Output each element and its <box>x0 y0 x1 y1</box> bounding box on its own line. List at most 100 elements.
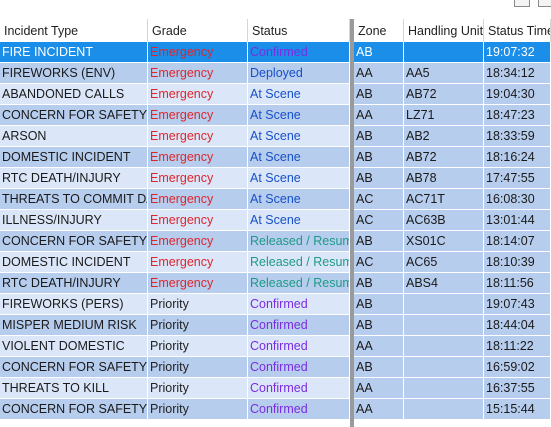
cell-incident-type: ABANDONED CALLS <box>0 84 148 105</box>
table-row[interactable]: FIREWORKS (ENV) Emergency Deployed AA AA5 18:… <box>0 63 551 84</box>
cell-status: At Scene <box>248 168 350 189</box>
table-row[interactable]: ABANDONED CALLS Emergency At Scene AB AB72 19… <box>0 84 551 105</box>
cell-handling-unit <box>404 42 484 63</box>
table-row[interactable]: RTC DEATH/INJURY Emergency Released / Resu… <box>0 273 551 294</box>
cell-status-time: 18:14:07 <box>484 231 551 252</box>
table-row[interactable]: CONCERN FOR SAFETY Priority Confirmed AB 16:… <box>0 357 551 378</box>
cell-status-time: 19:04:30 <box>484 84 551 105</box>
column-splitter[interactable] <box>350 19 354 427</box>
cell-status-time: 18:47:23 <box>484 105 551 126</box>
cell-zone: AA <box>354 336 404 357</box>
incident-grid: Incident Type Grade Status Zone Handling Uni… <box>0 19 551 427</box>
cell-handling-unit: AA5 <box>404 63 484 84</box>
cell-status-time: 18:33:59 <box>484 126 551 147</box>
cell-handling-unit <box>404 294 484 315</box>
cell-zone: AB <box>354 315 404 336</box>
cell-incident-type: THREATS TO KILL <box>0 378 148 399</box>
cell-status-time: 17:47:55 <box>484 168 551 189</box>
cell-handling-unit: AB72 <box>404 147 484 168</box>
cell-grade: Emergency <box>148 126 248 147</box>
table-row[interactable]: CONCERN FOR SAFETY Priority Confirmed AA 15:… <box>0 399 551 420</box>
cell-grade: Priority <box>148 315 248 336</box>
cell-grade: Priority <box>148 294 248 315</box>
cell-zone: AA <box>354 63 404 84</box>
cell-zone: AC <box>354 189 404 210</box>
table-row[interactable]: FIRE INCIDENT Emergency Confirmed AB 19:07:3… <box>0 42 551 63</box>
table-row[interactable]: THREATS TO KILL Priority Confirmed AA 16:37:… <box>0 378 551 399</box>
cell-grade: Priority <box>148 357 248 378</box>
column-header-status[interactable]: Status <box>248 19 350 42</box>
window-control-button-2[interactable] <box>538 0 551 7</box>
cell-status-time: 18:11:22 <box>484 336 551 357</box>
cell-handling-unit: AC65 <box>404 252 484 273</box>
cell-handling-unit: ABS4 <box>404 273 484 294</box>
cell-grade: Emergency <box>148 273 248 294</box>
cell-zone: AB <box>354 294 404 315</box>
cell-status-time: 18:34:12 <box>484 63 551 84</box>
cell-status: Confirmed <box>248 357 350 378</box>
cell-incident-type: ILLNESS/INJURY <box>0 210 148 231</box>
column-header-grade[interactable]: Grade <box>148 19 248 42</box>
table-row[interactable]: THREATS TO COMMIT DAMEmergencyAt SceneAC… <box>0 189 551 210</box>
cell-handling-unit: AB2 <box>404 126 484 147</box>
table-row[interactable]: FIREWORKS (PERS) Priority Confirmed AB 19:07… <box>0 294 551 315</box>
cell-status: Confirmed <box>248 42 350 63</box>
cell-status: Confirmed <box>248 315 350 336</box>
cell-grade: Emergency <box>148 84 248 105</box>
cell-incident-type: MISPER MEDIUM RISK <box>0 315 148 336</box>
cell-status: At Scene <box>248 210 350 231</box>
cell-incident-type: RTC DEATH/INJURY <box>0 273 148 294</box>
cell-status-time: 13:01:44 <box>484 210 551 231</box>
column-header-incident-type[interactable]: Incident Type <box>0 19 148 42</box>
cell-status-time: 19:07:43 <box>484 294 551 315</box>
cell-status: At Scene <box>248 84 350 105</box>
table-row[interactable]: ARSON Emergency At Scene AB AB2 18:33:59 <box>0 126 551 147</box>
table-row[interactable]: CONCERN FOR SAFETY Emergency Released / Re… <box>0 231 551 252</box>
cell-grade: Priority <box>148 399 248 420</box>
table-row[interactable]: RTC DEATH/INJURY Emergency At Scene AB AB78 1… <box>0 168 551 189</box>
cell-incident-type: FIREWORKS (ENV) <box>0 63 148 84</box>
cell-status-time: 16:08:30 <box>484 189 551 210</box>
window-top-strip <box>0 0 551 10</box>
cell-status: Deployed <box>248 63 350 84</box>
cell-status: Confirmed <box>248 399 350 420</box>
table-row[interactable]: DOMESTIC INCIDENT Emergency At Scene AB AB72… <box>0 147 551 168</box>
table-row[interactable]: ILLNESS/INJURY Emergency At Scene AC AC63B 13… <box>0 210 551 231</box>
cell-grade: Emergency <box>148 168 248 189</box>
cell-grade: Emergency <box>148 252 248 273</box>
cell-status: At Scene <box>248 105 350 126</box>
cell-grade: Emergency <box>148 189 248 210</box>
cell-zone: AB <box>354 357 404 378</box>
table-row[interactable]: VIOLENT DOMESTIC Priority Confirmed AA 18:11… <box>0 336 551 357</box>
table-row[interactable]: CONCERN FOR SAFETY Emergency At Scene AA LZ7… <box>0 105 551 126</box>
cell-handling-unit <box>404 357 484 378</box>
cell-status-time: 18:10:39 <box>484 252 551 273</box>
cell-incident-type: ARSON <box>0 126 148 147</box>
cell-grade: Emergency <box>148 63 248 84</box>
cell-incident-type: VIOLENT DOMESTIC <box>0 336 148 357</box>
cell-incident-type: CONCERN FOR SAFETY <box>0 357 148 378</box>
window-control-button[interactable] <box>514 0 530 7</box>
cell-zone: AB <box>354 147 404 168</box>
cell-zone: AC <box>354 210 404 231</box>
column-header-zone[interactable]: Zone <box>354 19 404 42</box>
cell-handling-unit: AB78 <box>404 168 484 189</box>
grid-header: Incident Type Grade Status Zone Handling Uni… <box>0 19 551 43</box>
cell-zone: AA <box>354 378 404 399</box>
cell-status-time: 18:11:56 <box>484 273 551 294</box>
cell-status-time: 19:07:32 <box>484 42 551 63</box>
cell-status: Released / Resume <box>248 273 350 294</box>
cell-status: Confirmed <box>248 294 350 315</box>
column-header-handling-unit[interactable]: Handling Unit <box>404 19 484 42</box>
cell-status-time: 15:15:44 <box>484 399 551 420</box>
cell-handling-unit: AC71T <box>404 189 484 210</box>
cell-zone: AA <box>354 105 404 126</box>
column-header-status-time[interactable]: Status Time <box>484 19 551 42</box>
table-row[interactable]: MISPER MEDIUM RISK Priority Confirmed AB 18:… <box>0 315 551 336</box>
cell-handling-unit <box>404 336 484 357</box>
table-row[interactable]: DOMESTIC INCIDENT Emergency Released / Res… <box>0 252 551 273</box>
cell-status: At Scene <box>248 126 350 147</box>
cell-incident-type: THREATS TO COMMIT DAM <box>0 189 148 210</box>
cell-handling-unit: XS01C <box>404 231 484 252</box>
cell-handling-unit <box>404 315 484 336</box>
